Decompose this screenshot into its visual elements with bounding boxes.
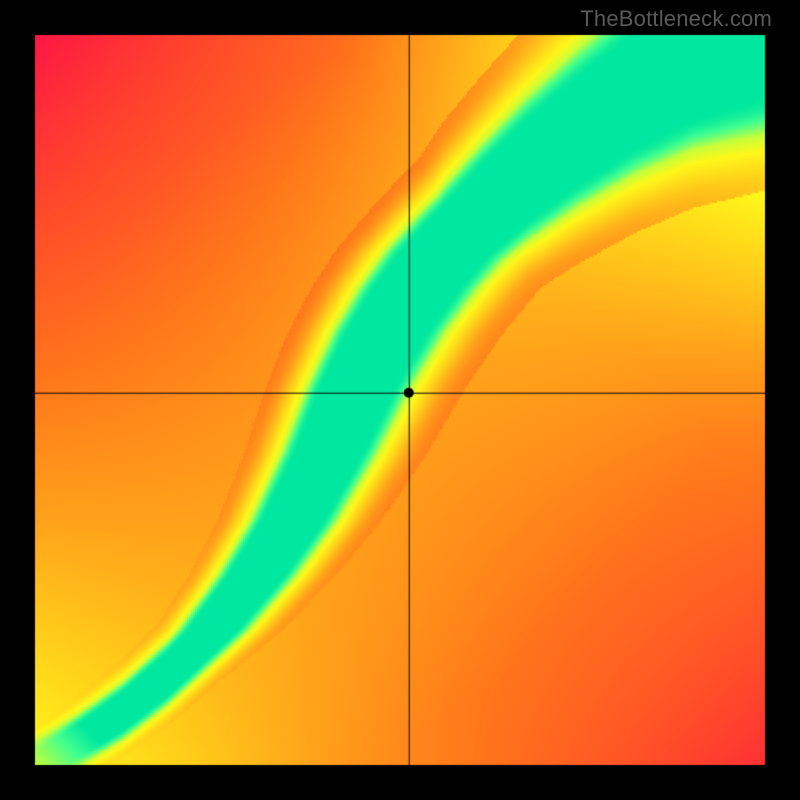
chart-container: TheBottleneck.com: [0, 0, 800, 800]
heatmap-canvas: [0, 0, 800, 800]
watermark-label: TheBottleneck.com: [580, 6, 772, 32]
